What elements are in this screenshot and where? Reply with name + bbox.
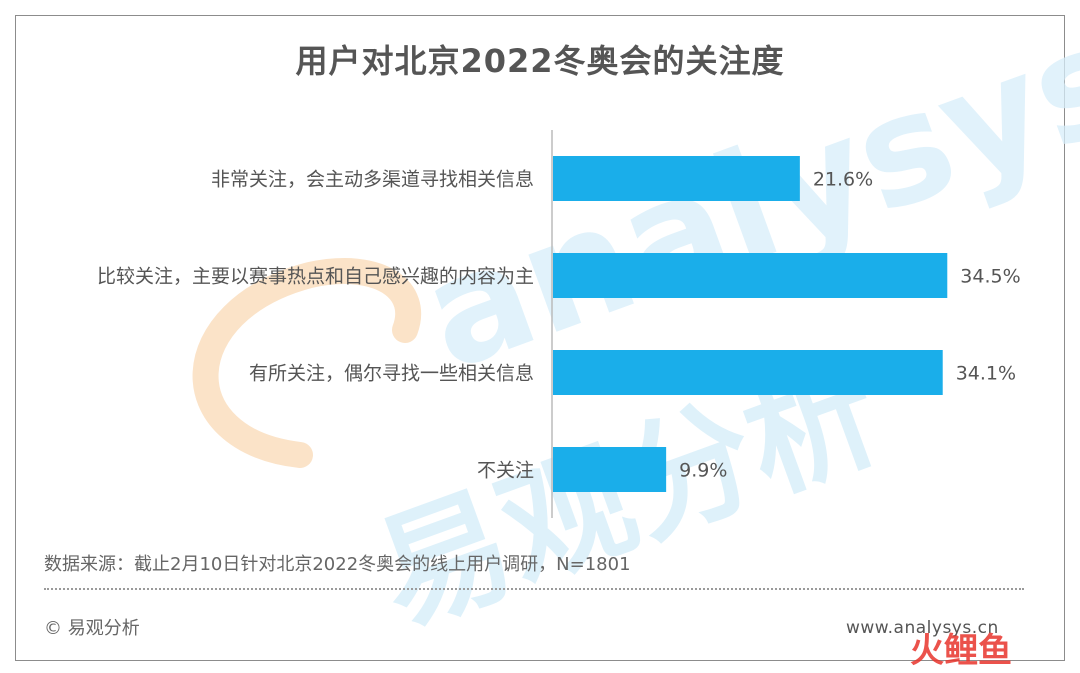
chart-title: 用户对北京2022冬奥会的关注度 xyxy=(295,42,785,80)
category-label-3: 不关注 xyxy=(477,460,534,482)
bar-1 xyxy=(553,253,948,298)
chart-frame xyxy=(15,15,1065,661)
category-label-0: 非常关注，会主动多渠道寻找相关信息 xyxy=(211,169,534,191)
website-link[interactable]: www.analysys.cn xyxy=(846,618,999,638)
category-label-1: 比较关注，主要以赛事热点和自己感兴趣的内容为主 xyxy=(97,266,534,288)
data-label-1: 34.5% xyxy=(960,266,1020,288)
bar-2 xyxy=(553,350,943,395)
source-note: 数据来源：截止2月10日针对北京2022冬奥会的线上用户调研，N=1801 xyxy=(44,554,631,575)
data-label-0: 21.6% xyxy=(813,169,873,191)
data-label-3: 9.9% xyxy=(679,460,727,482)
data-label-2: 34.1% xyxy=(956,363,1016,385)
category-label-2: 有所关注，偶尔寻找一些相关信息 xyxy=(249,363,534,385)
site-badge: 火鲤鱼 xyxy=(910,631,1012,670)
copyright: © 易观分析 xyxy=(44,618,140,639)
bar-0 xyxy=(553,156,800,201)
site-badge-text: 火鲤鱼 xyxy=(910,631,1012,670)
bar-3 xyxy=(553,447,667,492)
dotted-divider xyxy=(44,588,1024,590)
